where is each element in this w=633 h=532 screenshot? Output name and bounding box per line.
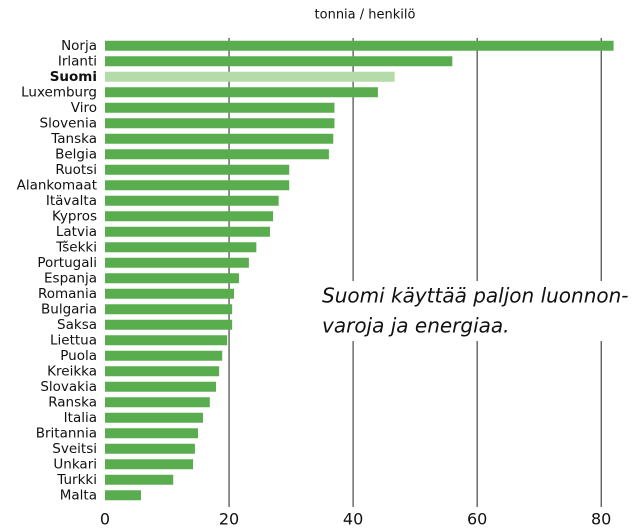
x-tick-label: 0	[100, 510, 110, 529]
bar	[105, 87, 378, 98]
bar	[105, 164, 290, 175]
bar	[105, 443, 195, 454]
y-tick-label: Bulgaria	[41, 301, 97, 317]
y-tick-label: Liettua	[50, 332, 97, 348]
y-tick-label: Portugali	[37, 255, 97, 271]
y-tick-label: Irlanti	[58, 53, 97, 69]
bar	[105, 195, 279, 206]
bar	[105, 397, 210, 408]
bar	[105, 180, 290, 191]
bar	[105, 40, 614, 51]
y-tick-label: Tanska	[50, 131, 97, 147]
y-tick-label: Sveitsi	[52, 441, 97, 457]
x-tick-label: 20	[219, 510, 239, 529]
y-tick-label: Luxemburg	[21, 84, 97, 100]
y-tick-label: Malta	[60, 487, 97, 503]
y-tick-label: Suomi	[50, 69, 97, 85]
bar	[105, 149, 329, 160]
x-tick-label: 80	[591, 510, 611, 529]
bar	[105, 102, 335, 113]
y-tick-label: Alankomaat	[17, 177, 97, 193]
bar	[105, 118, 335, 129]
y-tick-label: Italia	[64, 410, 97, 426]
bar	[105, 381, 217, 392]
bar	[105, 335, 228, 346]
bar	[105, 474, 174, 485]
bar	[105, 288, 235, 299]
y-tick-label: Turkki	[56, 472, 97, 488]
y-tick-label: Ranska	[48, 394, 97, 410]
bar	[105, 412, 203, 423]
annotation: Suomi käyttää paljon luonnon-	[322, 284, 629, 308]
bar	[105, 211, 274, 222]
bar	[105, 133, 334, 144]
bar	[105, 428, 199, 439]
bar	[105, 273, 239, 284]
annotation: varoja ja energiaa.	[322, 314, 510, 338]
y-tick-label: Espanja	[44, 270, 97, 286]
x-tick-label: 60	[467, 510, 487, 529]
bar	[105, 56, 453, 67]
bar	[105, 226, 270, 237]
y-tick-label: Ruotsi	[55, 162, 97, 178]
y-tick-label: Kreikka	[47, 363, 97, 379]
y-tick-label: Slovenia	[40, 115, 97, 131]
y-tick-label: Norja	[61, 38, 97, 54]
y-tick-label: Itävalta	[46, 193, 97, 209]
y-tick-label: Romania	[38, 286, 97, 302]
y-tick-label: Saksa	[57, 317, 97, 333]
y-tick-label: Puola	[60, 348, 97, 364]
bar	[105, 366, 220, 377]
bar	[105, 242, 257, 253]
y-tick-label: Viro	[71, 100, 97, 116]
chart-title: tonnia / henkilö	[315, 8, 416, 23]
y-tick-label: Kypros	[52, 208, 97, 224]
bar	[105, 350, 223, 361]
x-tick-label: 40	[343, 510, 363, 529]
bar	[105, 459, 194, 470]
y-tick-label: Britannia	[36, 425, 97, 441]
annotation-background	[316, 281, 633, 341]
bar	[105, 490, 141, 501]
y-tick-label: Unkari	[53, 456, 97, 472]
y-tick-label: Slovakia	[40, 379, 97, 395]
y-tick-label: Tšekki	[55, 239, 97, 255]
bar	[105, 319, 233, 330]
bar	[105, 257, 249, 268]
y-tick-label: Belgia	[55, 146, 97, 162]
bar	[105, 71, 395, 82]
bar	[105, 304, 233, 315]
y-tick-label: Latvia	[56, 224, 97, 240]
